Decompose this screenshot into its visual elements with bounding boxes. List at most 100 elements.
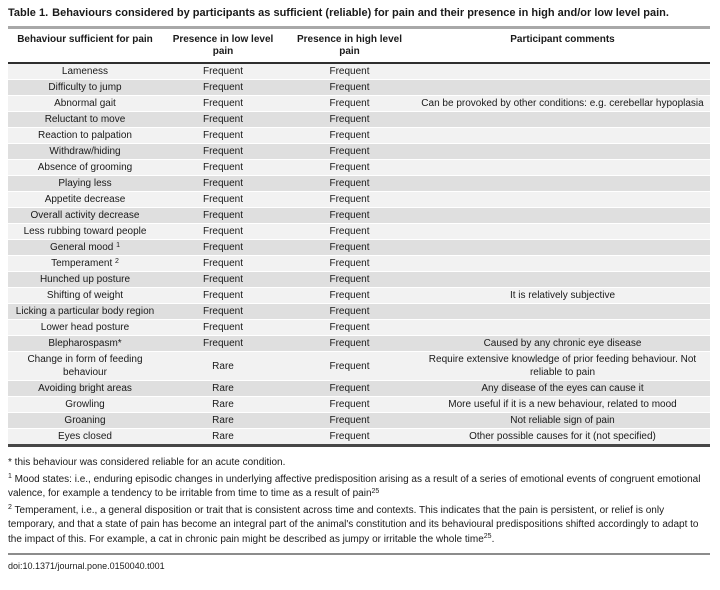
high-level-presence-cell: Frequent xyxy=(284,175,415,192)
table-row: Lower head posture Frequent Frequent xyxy=(8,319,710,336)
low-level-presence-cell: Rare xyxy=(162,428,284,446)
low-level-presence-cell: Frequent xyxy=(162,175,284,192)
high-level-presence-cell: Frequent xyxy=(284,287,415,304)
footnote: 1 Mood states: i.e., enduring episodic c… xyxy=(8,473,701,499)
high-level-presence-cell: Frequent xyxy=(284,380,415,397)
high-level-presence-cell: Frequent xyxy=(284,159,415,176)
behaviour-cell: Appetite decrease xyxy=(8,191,162,208)
participant-comment-cell: Any disease of the eyes can cause it xyxy=(415,380,710,397)
behaviour-cell: Lameness xyxy=(8,62,162,80)
table-row: Shifting of weight Frequent Frequent It is … xyxy=(8,287,710,304)
behaviour-cell: Reaction to palpation xyxy=(8,127,162,144)
behaviours-table: Behaviour sufficient for pain Presence i… xyxy=(8,29,710,447)
header-row: Behaviour sufficient for pain Presence i… xyxy=(8,29,710,64)
table-row: Lameness Frequent Frequent xyxy=(8,62,710,80)
table-body: Lameness Frequent Frequent Difficulty to ju… xyxy=(8,62,710,446)
high-level-presence-cell: Frequent xyxy=(284,79,415,96)
behaviour-cell: Abnormal gait xyxy=(8,95,162,112)
low-level-presence-cell: Frequent xyxy=(162,159,284,176)
table-row: Change in form of feeding behaviour Rare F… xyxy=(8,351,710,381)
low-level-presence-cell: Frequent xyxy=(162,207,284,224)
high-level-presence-cell: Frequent xyxy=(284,191,415,208)
table-title: Table 1. Behaviours considered by partici… xyxy=(8,7,711,20)
participant-comment-cell xyxy=(415,191,710,208)
high-level-presence-cell: Frequent xyxy=(284,396,415,413)
footnotes-block: * this behaviour was considered reliable… xyxy=(8,456,710,547)
footnote-marker: 1 xyxy=(116,241,121,249)
behaviour-cell: Change in form of feeding behaviour xyxy=(8,351,162,381)
high-level-presence-cell: Frequent xyxy=(284,223,415,240)
participant-comment-cell: Caused by any chronic eye disease xyxy=(415,335,710,352)
participant-comment-cell xyxy=(415,143,710,160)
participant-comment-cell xyxy=(415,207,710,224)
header-line: Behaviour sufficient for pain xyxy=(17,34,153,45)
behaviour-cell: Hunched up posture xyxy=(8,271,162,288)
participant-comment-cell xyxy=(415,303,710,320)
participant-comment-cell: Require extensive knowledge of prior fee… xyxy=(415,351,710,381)
behaviour-cell: Reluctant to move xyxy=(8,111,162,128)
participant-comment-cell xyxy=(415,111,710,128)
footnote-marker: 2 xyxy=(115,257,119,265)
table-row: General mood 1 Frequent Frequent xyxy=(8,239,710,256)
behaviour-cell: Licking a particular body region xyxy=(8,303,162,320)
participant-comment-cell xyxy=(415,319,710,336)
behaviour-cell: Eyes closed xyxy=(8,428,162,446)
table-row: Appetite decrease Frequent Frequent xyxy=(8,191,710,208)
low-level-presence-cell: Frequent xyxy=(162,143,284,160)
behaviour-cell: Shifting of weight xyxy=(8,287,162,304)
table-row: Playing less Frequent Frequent xyxy=(8,175,710,192)
low-level-presence-cell: Rare xyxy=(162,351,284,381)
low-level-presence-cell: Frequent xyxy=(162,62,284,80)
participant-comment-cell: Can be provoked by other conditions: e.g… xyxy=(415,95,710,112)
table-row: Less rubbing toward people Frequent Freque… xyxy=(8,223,710,240)
behaviour-cell: Groaning xyxy=(8,412,162,429)
behaviour-cell: Temperament 2 xyxy=(8,255,162,272)
header-line: Presence in high level xyxy=(296,34,403,45)
table-figure-page: Table 1. Behaviours considered by partici… xyxy=(8,7,711,571)
low-level-presence-cell: Frequent xyxy=(162,319,284,336)
header-line: Participant comments xyxy=(510,34,615,45)
table-caption: Behaviours considered by participants as… xyxy=(52,7,669,19)
behaviour-cell: Less rubbing toward people xyxy=(8,223,162,240)
table-row: Difficulty to jump Frequent Frequent xyxy=(8,79,710,96)
footnote-superscript: 1 xyxy=(8,473,12,480)
column-header-participant-comments: Participant comments xyxy=(415,29,710,64)
behaviour-cell: Playing less xyxy=(8,175,162,192)
column-header-high-level-pain: Presence in high level pain xyxy=(284,29,415,64)
low-level-presence-cell: Frequent xyxy=(162,335,284,352)
participant-comment-cell xyxy=(415,175,710,192)
footnote: 2 Temperament, i.e., a general dispositi… xyxy=(8,504,699,545)
high-level-presence-cell: Frequent xyxy=(284,62,415,80)
high-level-presence-cell: Frequent xyxy=(284,255,415,272)
table-header: Behaviour sufficient for pain Presence i… xyxy=(8,29,710,64)
header-line: pain xyxy=(339,46,360,57)
high-level-presence-cell: Frequent xyxy=(284,412,415,429)
table-row: Avoiding bright areas Rare Frequent Any dis… xyxy=(8,380,710,397)
header-line: Presence in low level xyxy=(172,34,274,45)
low-level-presence-cell: Frequent xyxy=(162,239,284,256)
footnote-superscript: 25 xyxy=(483,533,492,540)
table-row: Absence of grooming Frequent Frequent xyxy=(8,159,710,176)
participant-comment-cell xyxy=(415,223,710,240)
high-level-presence-cell: Frequent xyxy=(284,95,415,112)
participant-comment-cell: More useful if it is a new behaviour, re… xyxy=(415,396,710,413)
footnote-superscript: 25 xyxy=(371,487,380,495)
high-level-presence-cell: Frequent xyxy=(284,207,415,224)
behaviour-cell: Absence of grooming xyxy=(8,159,162,176)
low-level-presence-cell: Rare xyxy=(162,412,284,429)
low-level-presence-cell: Frequent xyxy=(162,255,284,272)
table-row: Hunched up posture Frequent Frequent xyxy=(8,271,710,288)
participant-comment-cell: Not reliable sign of pain xyxy=(415,412,710,429)
doi-divider xyxy=(8,553,710,555)
high-level-presence-cell: Frequent xyxy=(284,335,415,352)
participant-comment-cell: It is relatively subjective xyxy=(415,287,710,304)
high-level-presence-cell: Frequent xyxy=(284,143,415,160)
low-level-presence-cell: Rare xyxy=(162,396,284,413)
participant-comment-cell xyxy=(415,79,710,96)
behaviour-cell: General mood 1 xyxy=(8,239,162,256)
doi-text: doi:10.1371/journal.pone.0150040.t001 xyxy=(8,561,165,571)
low-level-presence-cell: Frequent xyxy=(162,127,284,144)
low-level-presence-cell: Frequent xyxy=(162,191,284,208)
participant-comment-cell xyxy=(415,62,710,80)
low-level-presence-cell: Rare xyxy=(162,380,284,397)
